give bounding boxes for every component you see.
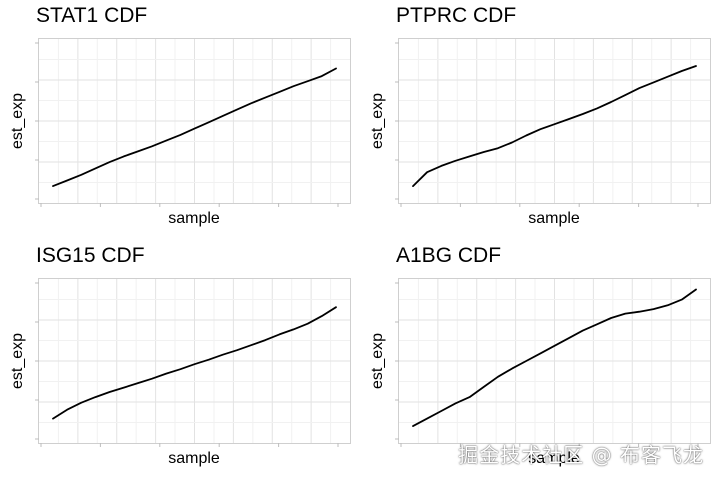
line-chart [395,39,710,207]
watermark-text: 掘金技术社区 @ 布客飞龙 [458,443,704,467]
cdf-line [412,65,697,188]
plot-area [35,278,351,447]
x-axis-label: sample [168,210,220,227]
y-axis-label: est_exp [369,92,386,150]
panel-a1bg: A1BG CDF est_exp sample [360,240,720,480]
plot-area [35,38,351,207]
panel-stat1: STAT1 CDF est_exp sample [0,0,360,240]
x-axis-label: sample [168,450,220,467]
line-chart [395,279,710,447]
plot-area [395,278,711,447]
cdf-line [52,67,337,188]
panel-title: ISG15 CDF [36,244,145,267]
x-axis-label: sample [528,210,580,227]
y-axis-label: est_exp [9,332,26,390]
panel-ptprc: PTPRC CDF est_exp sample [360,0,720,240]
line-chart [35,279,350,447]
panel-title: A1BG CDF [396,244,502,267]
plot-area [395,38,711,207]
panel-isg15: ISG15 CDF est_exp sample [0,240,360,480]
cdf-line [52,306,337,420]
panel-title: PTPRC CDF [396,4,517,27]
y-axis-label: est_exp [369,332,386,390]
y-axis-label: est_exp [9,92,26,150]
cdf-line [412,288,697,428]
x-axis-label: sample [528,450,580,467]
line-chart [35,39,350,207]
panel-title: STAT1 CDF [36,4,148,27]
